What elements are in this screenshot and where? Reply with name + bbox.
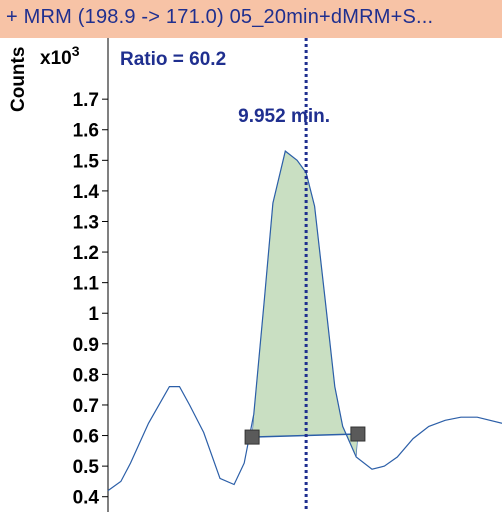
y-tick-label: 0.6 — [73, 427, 99, 448]
y-tick-label: 0.5 — [73, 457, 100, 478]
ratio-label: Ratio = 60.2 — [120, 49, 226, 70]
peak-time-label: 9.952 min. — [238, 106, 330, 127]
y-tick-label: 1.3 — [73, 212, 99, 233]
y-tick-label: 1.6 — [73, 121, 99, 142]
integration-start-marker[interactable] — [245, 430, 259, 444]
y-axis-title: Counts — [8, 47, 29, 112]
y-tick-label: 1.1 — [73, 274, 100, 295]
y-tick-label: 1.7 — [73, 90, 99, 111]
y-scale-label: x103 — [40, 43, 80, 69]
integration-end-marker[interactable] — [351, 427, 365, 441]
y-tick-label: 0.8 — [73, 365, 99, 386]
y-scale-base: x10 — [40, 48, 72, 69]
y-tick-label: 1.5 — [73, 151, 100, 172]
y-tick-label: 0.4 — [73, 488, 100, 509]
y-scale-exponent: 3 — [72, 43, 80, 59]
y-tick-label: 0.7 — [73, 396, 99, 417]
y-tick-label: 1 — [88, 304, 99, 325]
y-tick-label: 0.9 — [73, 335, 99, 356]
y-ticks: 0.4 0.5 0.6 0.7 0.8 0.9 1 1.1 1.2 1.3 1.4 1.5 1.6 1.7 — [73, 90, 108, 509]
y-tick-label: 1.4 — [73, 182, 100, 203]
y-tick-label: 1.2 — [73, 243, 99, 264]
